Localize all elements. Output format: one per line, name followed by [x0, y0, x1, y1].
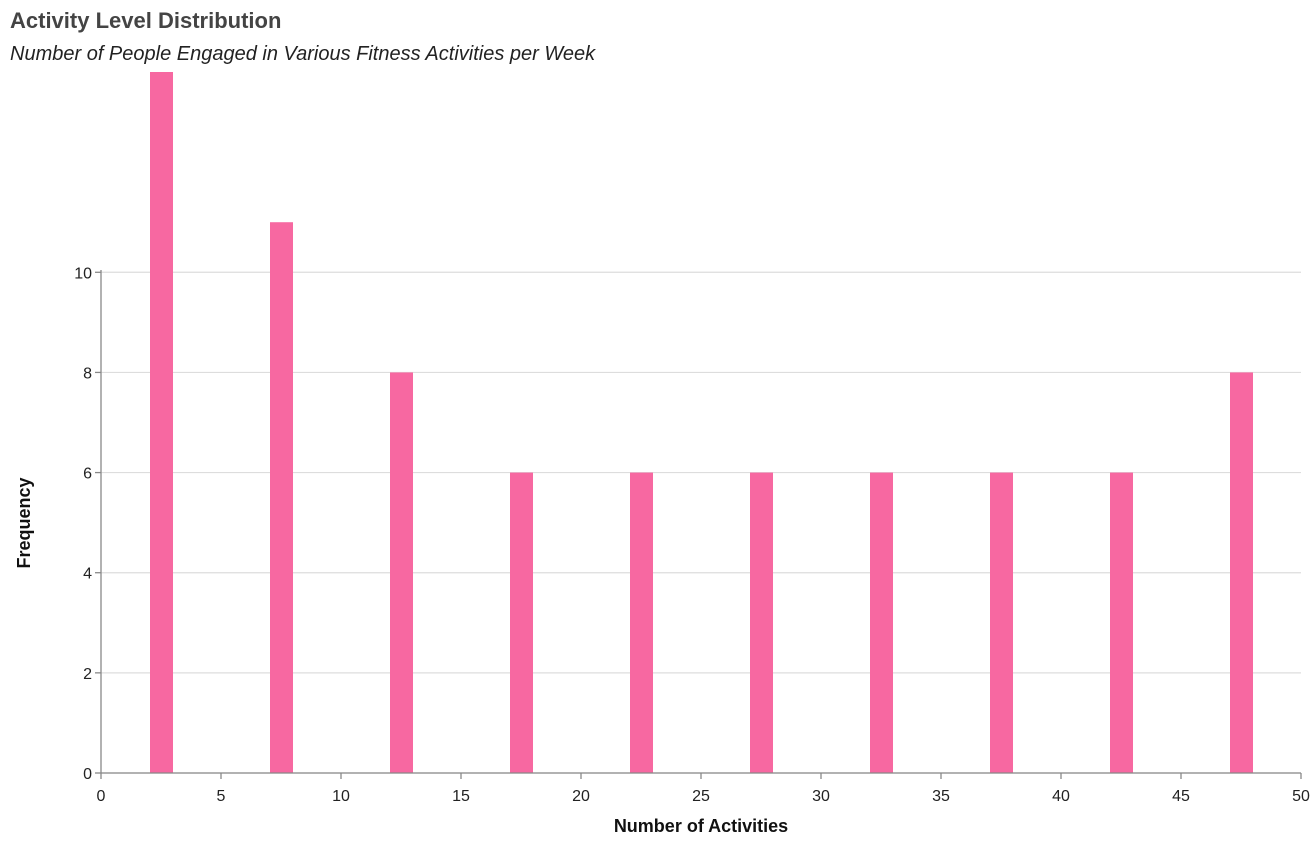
x-tick-label-15: 15: [452, 788, 470, 805]
y-tick-label-4: 4: [83, 566, 92, 583]
y-tick-label-6: 6: [83, 466, 92, 483]
y-axis-title: Frequency: [14, 477, 34, 568]
x-tick-label-25: 25: [692, 788, 710, 805]
histogram-bar-0: [150, 72, 173, 773]
histogram-bar-4: [630, 472, 653, 773]
histogram-bar-7: [990, 472, 1013, 773]
x-tick-label-45: 45: [1172, 788, 1190, 805]
axes: 0 2 4 6 8 10 0 5 10 15 20 25 30 35 40 45 50: [74, 265, 1310, 805]
histogram-bar-6: [870, 472, 893, 773]
x-tick-label-50: 50: [1292, 788, 1310, 805]
y-tick-label-8: 8: [83, 365, 92, 382]
histogram-bar-1: [270, 222, 293, 773]
x-tick-label-35: 35: [932, 788, 950, 805]
y-tick-label-0: 0: [83, 766, 92, 783]
histogram-bar-9: [1230, 372, 1253, 773]
x-tick-label-0: 0: [97, 788, 106, 805]
x-tick-label-30: 30: [812, 788, 830, 805]
x-tick-label-5: 5: [217, 788, 226, 805]
histogram-bar-2: [390, 372, 413, 773]
x-tick-label-20: 20: [572, 788, 590, 805]
histogram-bar-3: [510, 472, 533, 773]
y-tick-label-2: 2: [83, 666, 92, 683]
histogram-bar-5: [750, 472, 773, 773]
x-axis-title: Number of Activities: [614, 816, 788, 836]
chart-subtitle: Number of People Engaged in Various Fitn…: [10, 43, 596, 65]
chart-title: Activity Level Distribution: [10, 8, 281, 33]
bars: [150, 72, 1253, 773]
x-tick-label-10: 10: [332, 788, 350, 805]
histogram-bar-8: [1110, 472, 1133, 773]
y-tick-label-10: 10: [74, 265, 92, 282]
x-tick-label-40: 40: [1052, 788, 1070, 805]
